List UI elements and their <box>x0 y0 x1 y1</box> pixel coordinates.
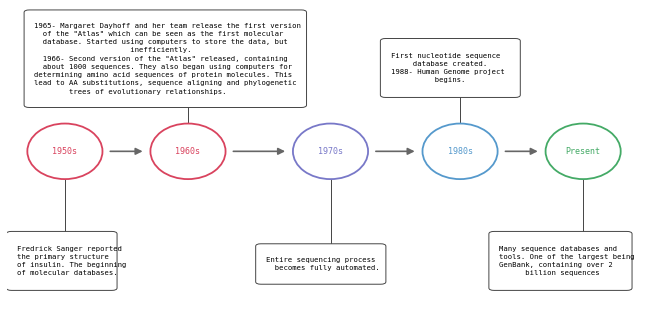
Text: Entire sequencing process
  becomes fully automated.: Entire sequencing process becomes fully … <box>266 257 380 271</box>
Text: First nucleotide sequence
     database created.
1988- Human Genome project
    : First nucleotide sequence database creat… <box>391 53 504 83</box>
FancyBboxPatch shape <box>489 232 632 290</box>
Text: Many sequence databases and
tools. One of the largest being
GenBank, containing : Many sequence databases and tools. One o… <box>499 245 635 276</box>
Ellipse shape <box>422 123 498 179</box>
Ellipse shape <box>27 123 102 179</box>
FancyBboxPatch shape <box>24 10 307 107</box>
Text: 1970s: 1970s <box>318 147 343 156</box>
Text: 1960s: 1960s <box>175 147 200 156</box>
Ellipse shape <box>545 123 621 179</box>
Text: 1980s: 1980s <box>447 147 473 156</box>
Ellipse shape <box>151 123 225 179</box>
Text: 1950s: 1950s <box>52 147 77 156</box>
Ellipse shape <box>293 123 368 179</box>
FancyBboxPatch shape <box>256 244 386 284</box>
Text: 1965- Margaret Dayhoff and her team release the first version
  of the "Atlas" w: 1965- Margaret Dayhoff and her team rele… <box>34 23 301 95</box>
FancyBboxPatch shape <box>380 38 520 97</box>
Text: Fredrick Sanger reported
the primary structure
of insulin. The beginning
of mole: Fredrick Sanger reported the primary str… <box>17 245 126 276</box>
Text: Present: Present <box>566 147 601 156</box>
FancyBboxPatch shape <box>7 232 117 290</box>
